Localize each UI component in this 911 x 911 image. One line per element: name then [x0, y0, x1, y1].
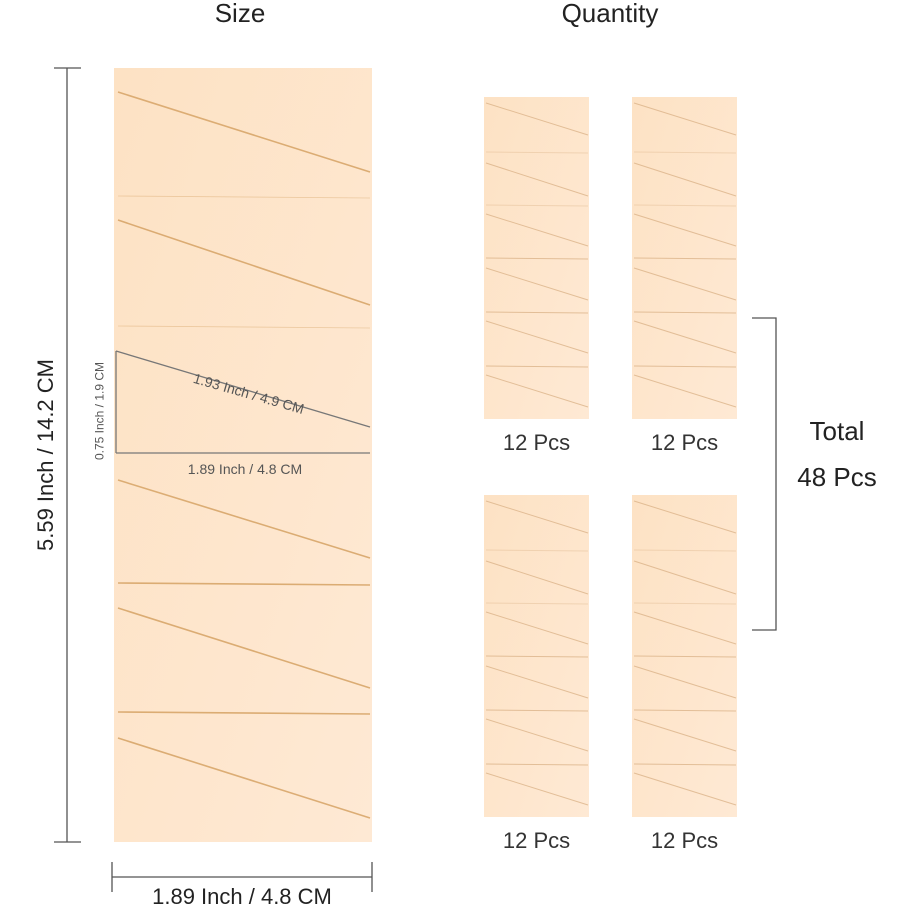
width-dimension-line	[111, 862, 373, 892]
segment-outline	[115, 350, 371, 454]
size-heading: Size	[214, 0, 266, 28]
small-sponge-1	[484, 97, 589, 419]
pack-2-label: 12 Pcs	[650, 430, 719, 455]
small-sponge-3	[484, 495, 589, 817]
small-sponge-4	[632, 495, 737, 817]
small-sponge-2	[632, 97, 737, 419]
pack-3-label: 12 Pcs	[502, 828, 571, 853]
segment-height-label: 0.75 Inch / 1.9 CM	[92, 361, 107, 461]
quantity-heading: Quantity	[561, 0, 659, 28]
height-label: 5.59 Inch / 14.2 CM	[33, 359, 58, 551]
total-bracket	[752, 317, 777, 631]
width-label: 1.89 Inch / 4.8 CM	[152, 884, 332, 909]
pack-4-label: 12 Pcs	[650, 828, 719, 853]
large-sponge	[114, 68, 372, 842]
large-sponge-cuts	[117, 91, 371, 819]
total-label: Total	[809, 416, 865, 446]
height-dimension-line	[54, 67, 81, 843]
segment-width-label: 1.89 Inch / 4.8 CM	[187, 461, 303, 477]
pack-1-label: 12 Pcs	[502, 430, 571, 455]
total-value: 48 Pcs	[797, 462, 877, 492]
